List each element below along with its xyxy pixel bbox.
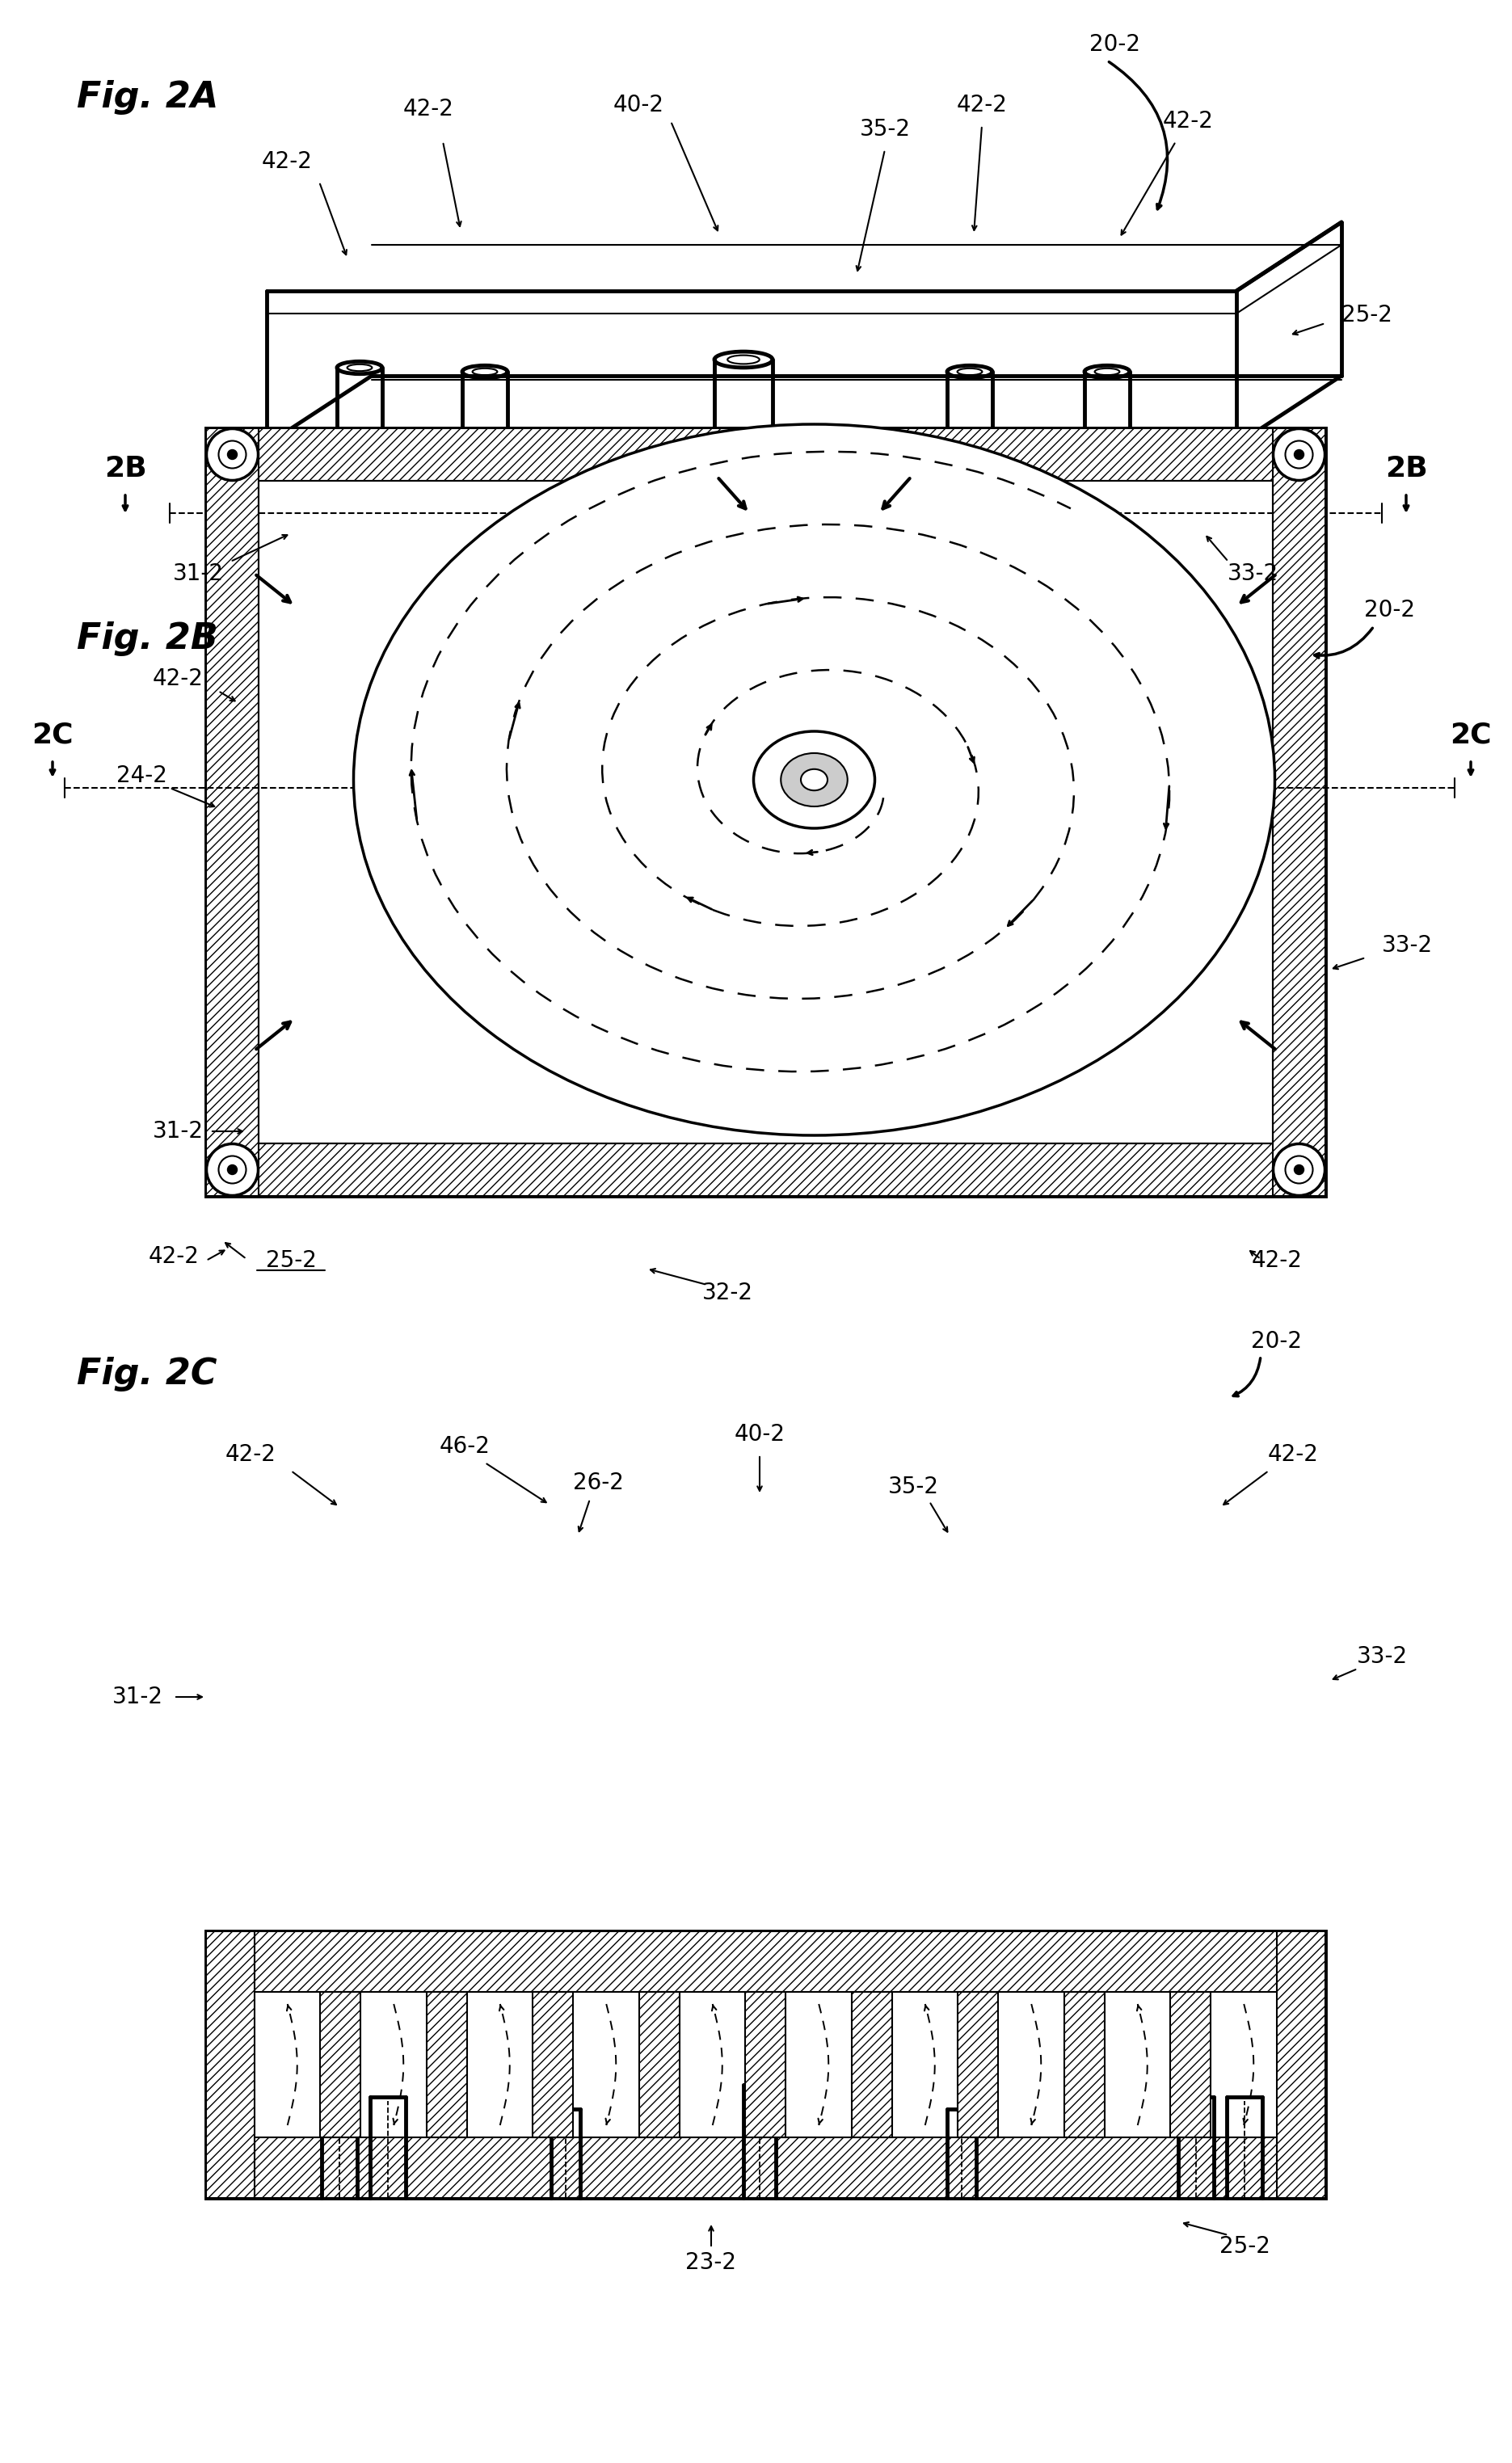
Text: Fig. 2B: Fig. 2B <box>77 621 218 655</box>
Text: 2C: 2C <box>32 722 74 749</box>
Text: 20-2: 20-2 <box>1364 599 1415 621</box>
Text: Fig. 2A: Fig. 2A <box>77 79 219 113</box>
Bar <box>1064 1993 1105 2138</box>
Text: 26-2: 26-2 <box>573 1470 623 1495</box>
Bar <box>640 1993 679 2138</box>
Ellipse shape <box>753 732 875 828</box>
Circle shape <box>1294 451 1303 461</box>
Ellipse shape <box>947 365 992 377</box>
Ellipse shape <box>411 468 1217 1091</box>
Ellipse shape <box>354 424 1275 1135</box>
Text: 42-2: 42-2 <box>402 99 454 121</box>
Text: 40-2: 40-2 <box>637 796 688 820</box>
Text: 33-2: 33-2 <box>1228 562 1278 586</box>
Text: 25-2: 25-2 <box>1341 303 1393 328</box>
Bar <box>206 2138 1326 2197</box>
Text: 42-2: 42-2 <box>1163 663 1213 687</box>
Circle shape <box>207 1143 259 1195</box>
Bar <box>321 1993 361 2138</box>
Ellipse shape <box>756 736 872 825</box>
Circle shape <box>1273 1143 1325 1195</box>
Text: 46-2: 46-2 <box>428 650 478 675</box>
Text: 20-2: 20-2 <box>1090 32 1140 57</box>
Text: 35-2: 35-2 <box>888 1475 939 1498</box>
Bar <box>745 1993 786 2138</box>
Text: 2C: 2C <box>1450 722 1492 749</box>
Ellipse shape <box>463 365 508 377</box>
Text: 42-2: 42-2 <box>148 1246 200 1268</box>
Text: 42-2: 42-2 <box>262 150 313 172</box>
Bar <box>206 1143 1326 1197</box>
Text: 42-2: 42-2 <box>1163 111 1213 133</box>
Text: 40-2: 40-2 <box>612 94 664 116</box>
Bar <box>959 1993 998 2138</box>
Bar <box>206 1931 1326 1993</box>
Text: 25-2: 25-2 <box>266 1249 316 1271</box>
Text: Fig. 2C: Fig. 2C <box>77 1357 218 1392</box>
Text: 42-2: 42-2 <box>225 1443 275 1465</box>
Circle shape <box>219 1155 246 1182</box>
Bar <box>259 480 1273 1143</box>
Text: 42-2: 42-2 <box>1252 1249 1302 1271</box>
Bar <box>1273 429 1326 1197</box>
Bar <box>1276 1931 1326 2197</box>
Text: 31-2: 31-2 <box>112 1685 163 1709</box>
Text: 40-2: 40-2 <box>735 1424 785 1446</box>
Text: 33-2: 33-2 <box>1382 933 1433 956</box>
Bar <box>532 1993 573 2138</box>
Ellipse shape <box>469 512 1160 1047</box>
Ellipse shape <box>780 754 848 805</box>
Bar <box>1170 1993 1211 2138</box>
Text: 33-2: 33-2 <box>1356 1645 1408 1667</box>
Ellipse shape <box>1084 365 1129 377</box>
Circle shape <box>227 451 237 461</box>
Circle shape <box>1273 429 1325 480</box>
Ellipse shape <box>699 692 930 869</box>
Text: 42-2: 42-2 <box>957 94 1007 116</box>
Text: 23-2: 23-2 <box>677 566 729 589</box>
Bar <box>206 1931 1326 2197</box>
Text: 20-2: 20-2 <box>1252 1330 1302 1352</box>
Circle shape <box>1285 441 1312 468</box>
Bar <box>206 429 259 1197</box>
Bar <box>206 429 1326 1197</box>
Text: 25-2: 25-2 <box>1219 2234 1270 2259</box>
Text: 42-2: 42-2 <box>153 667 203 690</box>
Text: 32-2: 32-2 <box>702 1281 753 1305</box>
Circle shape <box>1285 1155 1312 1182</box>
Ellipse shape <box>801 768 827 791</box>
Bar <box>426 1993 467 2138</box>
Circle shape <box>227 1165 237 1175</box>
Text: 46-2: 46-2 <box>440 1436 490 1458</box>
Text: 26-2: 26-2 <box>612 650 664 675</box>
Text: 24-2: 24-2 <box>116 764 166 788</box>
Circle shape <box>219 441 246 468</box>
Bar <box>206 429 1326 480</box>
Text: 2B: 2B <box>1385 456 1427 483</box>
Text: 35-2: 35-2 <box>859 118 910 140</box>
Bar <box>206 1931 254 2197</box>
Ellipse shape <box>584 601 1045 958</box>
Ellipse shape <box>714 352 773 367</box>
Circle shape <box>207 429 259 480</box>
Text: 31-2: 31-2 <box>153 1121 203 1143</box>
Text: 31-2: 31-2 <box>172 562 224 586</box>
Bar <box>851 1993 892 2138</box>
Circle shape <box>1294 1165 1303 1175</box>
Text: 23-2: 23-2 <box>686 2251 736 2273</box>
Text: 42-2: 42-2 <box>1267 1443 1318 1465</box>
Text: 2B: 2B <box>104 456 147 483</box>
Ellipse shape <box>526 557 1102 1002</box>
Ellipse shape <box>641 645 987 914</box>
Ellipse shape <box>337 362 383 374</box>
